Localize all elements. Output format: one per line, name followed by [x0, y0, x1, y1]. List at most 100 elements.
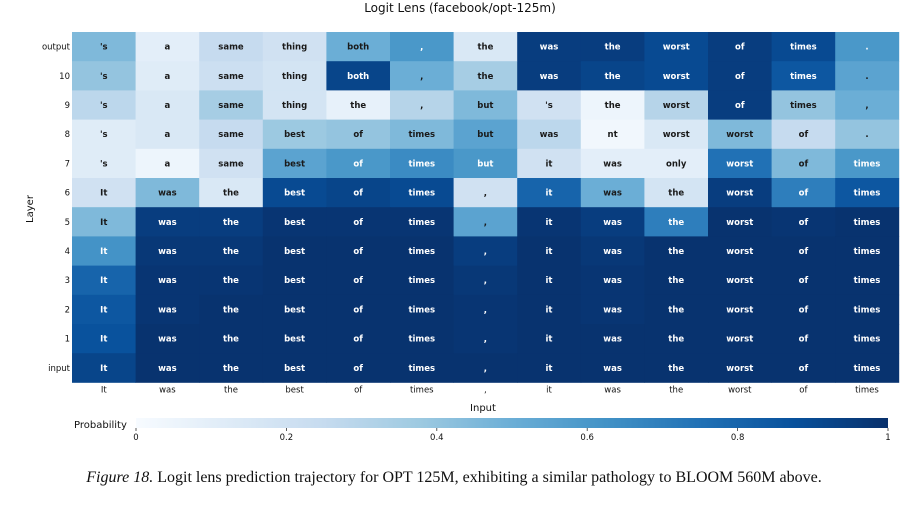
row-tick-label: 5	[65, 218, 70, 228]
heatmap-cell	[835, 119, 900, 150]
heatmap-cell	[644, 119, 709, 150]
cell-token-label: times	[854, 276, 881, 286]
heatmap-cell	[390, 353, 454, 383]
heatmap-cell	[708, 90, 772, 120]
cell-token-label: best	[284, 130, 305, 140]
heatmap-cell	[72, 119, 136, 150]
heatmap-cell	[390, 148, 454, 179]
heatmap-cell	[390, 178, 454, 208]
heatmap-cell-labels: 's a same thing both, the was the worst of times . '…	[100, 43, 880, 374]
heatmap-cell	[72, 32, 136, 62]
heatmap-cell	[390, 324, 454, 354]
heatmap-cell	[708, 119, 772, 150]
x-axis-label: Input	[470, 403, 496, 414]
cell-token-label: a	[165, 101, 171, 111]
heatmap-cell	[835, 324, 900, 354]
cell-token-label: worst	[726, 364, 753, 374]
cell-token-label: of	[799, 218, 809, 228]
heatmap-cell	[580, 32, 645, 62]
cell-token-label: times	[408, 159, 435, 169]
heatmap-cell	[771, 236, 836, 266]
heatmap-cell	[644, 90, 709, 120]
cell-token-label: times	[408, 130, 435, 140]
cell-token-label: both	[347, 72, 369, 82]
heatmap-cell	[326, 90, 391, 120]
cell-token-label: It	[100, 276, 107, 286]
heatmap-cell	[708, 236, 772, 266]
cell-token-label: of	[799, 276, 809, 286]
cell-token-label: best	[284, 218, 305, 228]
cell-token-label: worst	[663, 72, 690, 82]
cell-token-label: times	[790, 101, 817, 111]
cell-token-label: of	[799, 247, 809, 257]
row-tick-label: 6	[65, 189, 70, 199]
heatmap-cell	[644, 148, 709, 179]
cell-token-label: times	[408, 247, 435, 257]
column-tick-label: It	[101, 385, 108, 395]
cell-token-label: of	[799, 130, 809, 140]
cell-token-label: times	[408, 189, 435, 199]
cell-token-label: times	[408, 305, 435, 315]
cell-token-label: the	[223, 247, 239, 257]
heatmap-cell	[326, 265, 391, 296]
heatmap-cell	[708, 178, 772, 208]
cell-token-label: ,	[484, 335, 487, 345]
cell-token-label: was	[540, 43, 559, 53]
cell-token-label: 's	[100, 130, 108, 140]
heatmap-cell	[580, 294, 645, 325]
cell-token-label: It	[100, 364, 107, 374]
cell-token-label: best	[284, 305, 305, 315]
cell-token-label: the	[223, 305, 239, 315]
heatmap-cell	[262, 236, 327, 266]
heatmap-cell	[390, 61, 454, 91]
heatmap-cell	[199, 178, 264, 208]
row-tick-label: input	[48, 364, 71, 374]
colorbar-tick-label: 0	[133, 433, 138, 443]
column-tick-label: times	[855, 385, 879, 395]
heatmap-cell	[72, 178, 136, 208]
heatmap-cell	[72, 265, 136, 296]
cell-token-label: it	[546, 218, 553, 228]
heatmap-cell	[135, 294, 200, 325]
cell-token-label: was	[603, 364, 622, 374]
heatmap-cell	[199, 119, 264, 150]
cell-token-label: ,	[484, 305, 487, 315]
cell-token-label: the	[605, 43, 621, 53]
cell-token-label: best	[284, 159, 305, 169]
column-tick-label: was	[604, 385, 621, 395]
cell-token-label: the	[668, 364, 684, 374]
heatmap-cell	[199, 265, 264, 296]
cell-token-label: ,	[420, 101, 423, 111]
cell-token-label: the	[477, 43, 493, 53]
cell-token-label: 's	[100, 72, 108, 82]
cell-token-label: the	[668, 189, 684, 199]
cell-token-label: worst	[663, 130, 690, 140]
cell-token-label: best	[284, 335, 305, 345]
cell-token-label: it	[546, 159, 553, 169]
heatmap-cell	[771, 119, 836, 150]
row-tick-label: 9	[65, 101, 70, 111]
cell-token-label: ,	[484, 364, 487, 374]
heatmap-cell	[580, 148, 645, 179]
logit-lens-heatmap: Logit Lens (facebook/opt-125m) 's a same th…	[25, 1, 900, 443]
cell-token-label: of	[353, 218, 363, 228]
column-tick-label: it	[546, 385, 552, 395]
heatmap-cell	[135, 236, 200, 266]
cell-token-label: the	[605, 72, 621, 82]
cell-token-label: worst	[726, 159, 753, 169]
heatmap-cell	[644, 294, 709, 325]
heatmap-cell	[453, 236, 518, 266]
cell-token-label: it	[546, 335, 553, 345]
heatmap-cell	[390, 119, 454, 150]
heatmap-cell	[390, 294, 454, 325]
heatmap-cell	[135, 90, 200, 120]
heatmap-cell	[517, 353, 582, 383]
cell-token-label: was	[603, 335, 622, 345]
cell-token-label: both	[347, 43, 369, 53]
cell-token-label: same	[218, 159, 244, 169]
colorbar-tick-label: 0.4	[430, 433, 444, 443]
heatmap-cell	[580, 265, 645, 296]
heatmap-cell	[453, 148, 518, 179]
heatmap-cell	[390, 32, 454, 62]
heatmap-cell	[517, 294, 582, 325]
